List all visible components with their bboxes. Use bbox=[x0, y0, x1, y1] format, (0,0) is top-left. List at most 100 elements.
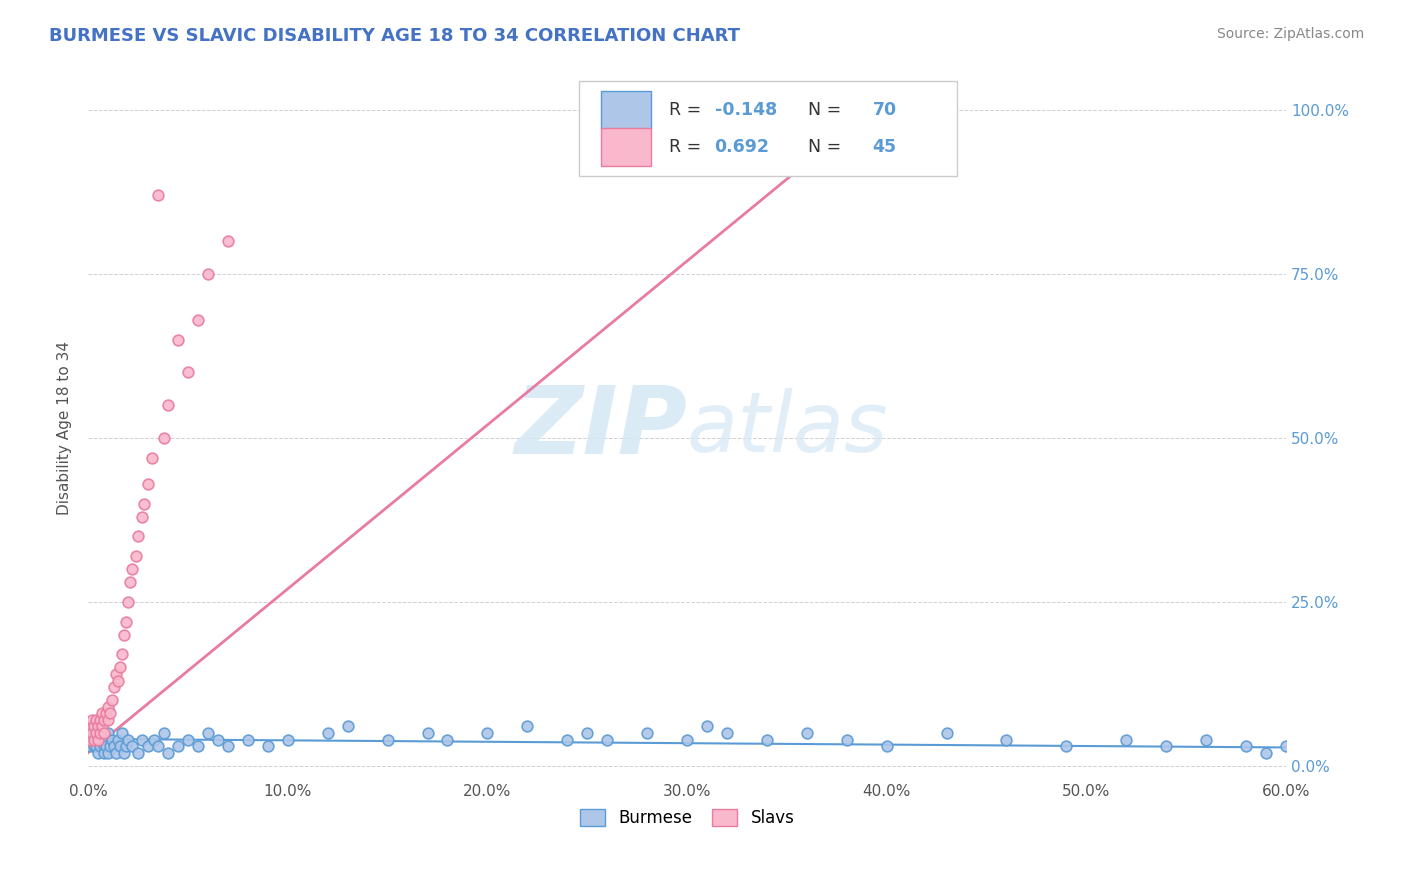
Point bbox=[187, 313, 209, 327]
Point bbox=[87, 732, 110, 747]
Point bbox=[197, 726, 219, 740]
Point bbox=[107, 673, 129, 688]
Point bbox=[94, 732, 117, 747]
Point bbox=[676, 732, 699, 747]
Point bbox=[696, 719, 718, 733]
Point bbox=[93, 739, 115, 753]
Point bbox=[555, 732, 578, 747]
Point bbox=[111, 726, 134, 740]
Point bbox=[83, 719, 105, 733]
Point bbox=[103, 739, 125, 753]
Point bbox=[89, 726, 111, 740]
Text: 45: 45 bbox=[873, 138, 897, 156]
Point bbox=[153, 726, 176, 740]
Point bbox=[835, 732, 858, 747]
Point bbox=[105, 746, 128, 760]
Point bbox=[121, 739, 143, 753]
Text: 70: 70 bbox=[873, 101, 897, 119]
Point bbox=[127, 529, 149, 543]
Point bbox=[107, 732, 129, 747]
Point bbox=[197, 267, 219, 281]
Y-axis label: Disability Age 18 to 34: Disability Age 18 to 34 bbox=[58, 341, 72, 516]
Text: N =: N = bbox=[797, 138, 846, 156]
Point bbox=[91, 732, 114, 747]
Point bbox=[121, 562, 143, 576]
Point bbox=[995, 732, 1018, 747]
Point bbox=[89, 713, 111, 727]
Point bbox=[136, 476, 159, 491]
Point bbox=[277, 732, 299, 747]
Point bbox=[143, 732, 166, 747]
Point bbox=[108, 739, 131, 753]
Point bbox=[97, 726, 120, 740]
Point bbox=[1054, 739, 1077, 753]
Point bbox=[97, 713, 120, 727]
Point bbox=[87, 746, 110, 760]
Text: -0.148: -0.148 bbox=[714, 101, 778, 119]
Point bbox=[98, 739, 121, 753]
Point bbox=[377, 732, 399, 747]
Point bbox=[1234, 739, 1257, 753]
Point bbox=[596, 732, 619, 747]
Point bbox=[636, 726, 658, 740]
Point bbox=[217, 235, 239, 249]
Point bbox=[108, 660, 131, 674]
FancyBboxPatch shape bbox=[579, 81, 956, 176]
Legend: Burmese, Slavs: Burmese, Slavs bbox=[574, 802, 801, 834]
Point bbox=[84, 713, 107, 727]
Point bbox=[167, 739, 190, 753]
Point bbox=[316, 726, 339, 740]
Point bbox=[1275, 739, 1298, 753]
Point bbox=[82, 713, 104, 727]
Point bbox=[876, 739, 898, 753]
Point bbox=[101, 693, 124, 707]
Point bbox=[87, 719, 110, 733]
Point bbox=[98, 706, 121, 721]
Point bbox=[132, 497, 155, 511]
Point bbox=[83, 726, 105, 740]
Text: 0.692: 0.692 bbox=[714, 138, 769, 156]
Point bbox=[146, 188, 169, 202]
Point bbox=[1254, 746, 1277, 760]
Point bbox=[146, 739, 169, 753]
Point bbox=[716, 726, 738, 740]
Point bbox=[115, 739, 138, 753]
Point bbox=[141, 450, 163, 465]
Point bbox=[796, 726, 818, 740]
Text: Source: ZipAtlas.com: Source: ZipAtlas.com bbox=[1216, 27, 1364, 41]
FancyBboxPatch shape bbox=[600, 128, 651, 166]
Point bbox=[187, 739, 209, 753]
Point bbox=[156, 746, 179, 760]
Point bbox=[97, 746, 120, 760]
Point bbox=[82, 726, 104, 740]
Point bbox=[82, 732, 104, 747]
Point bbox=[1115, 732, 1137, 747]
Point bbox=[1195, 732, 1218, 747]
Text: N =: N = bbox=[797, 101, 846, 119]
Point bbox=[117, 595, 139, 609]
Text: BURMESE VS SLAVIC DISABILITY AGE 18 TO 34 CORRELATION CHART: BURMESE VS SLAVIC DISABILITY AGE 18 TO 3… bbox=[49, 27, 740, 45]
Point bbox=[177, 732, 200, 747]
Point bbox=[84, 726, 107, 740]
FancyBboxPatch shape bbox=[600, 91, 651, 128]
Point bbox=[93, 713, 115, 727]
Point bbox=[94, 706, 117, 721]
Point bbox=[131, 509, 153, 524]
Point bbox=[576, 726, 599, 740]
Point bbox=[167, 333, 190, 347]
Point bbox=[136, 739, 159, 753]
Point bbox=[89, 739, 111, 753]
Point bbox=[117, 732, 139, 747]
Point bbox=[112, 628, 135, 642]
Point bbox=[1154, 739, 1177, 753]
Point bbox=[101, 732, 124, 747]
Point bbox=[516, 719, 538, 733]
Point bbox=[87, 732, 110, 747]
Point bbox=[91, 719, 114, 733]
Point bbox=[935, 726, 957, 740]
Point bbox=[436, 732, 458, 747]
Text: ZIP: ZIP bbox=[515, 382, 688, 475]
Point bbox=[112, 746, 135, 760]
Point bbox=[103, 680, 125, 694]
Point bbox=[115, 615, 138, 629]
